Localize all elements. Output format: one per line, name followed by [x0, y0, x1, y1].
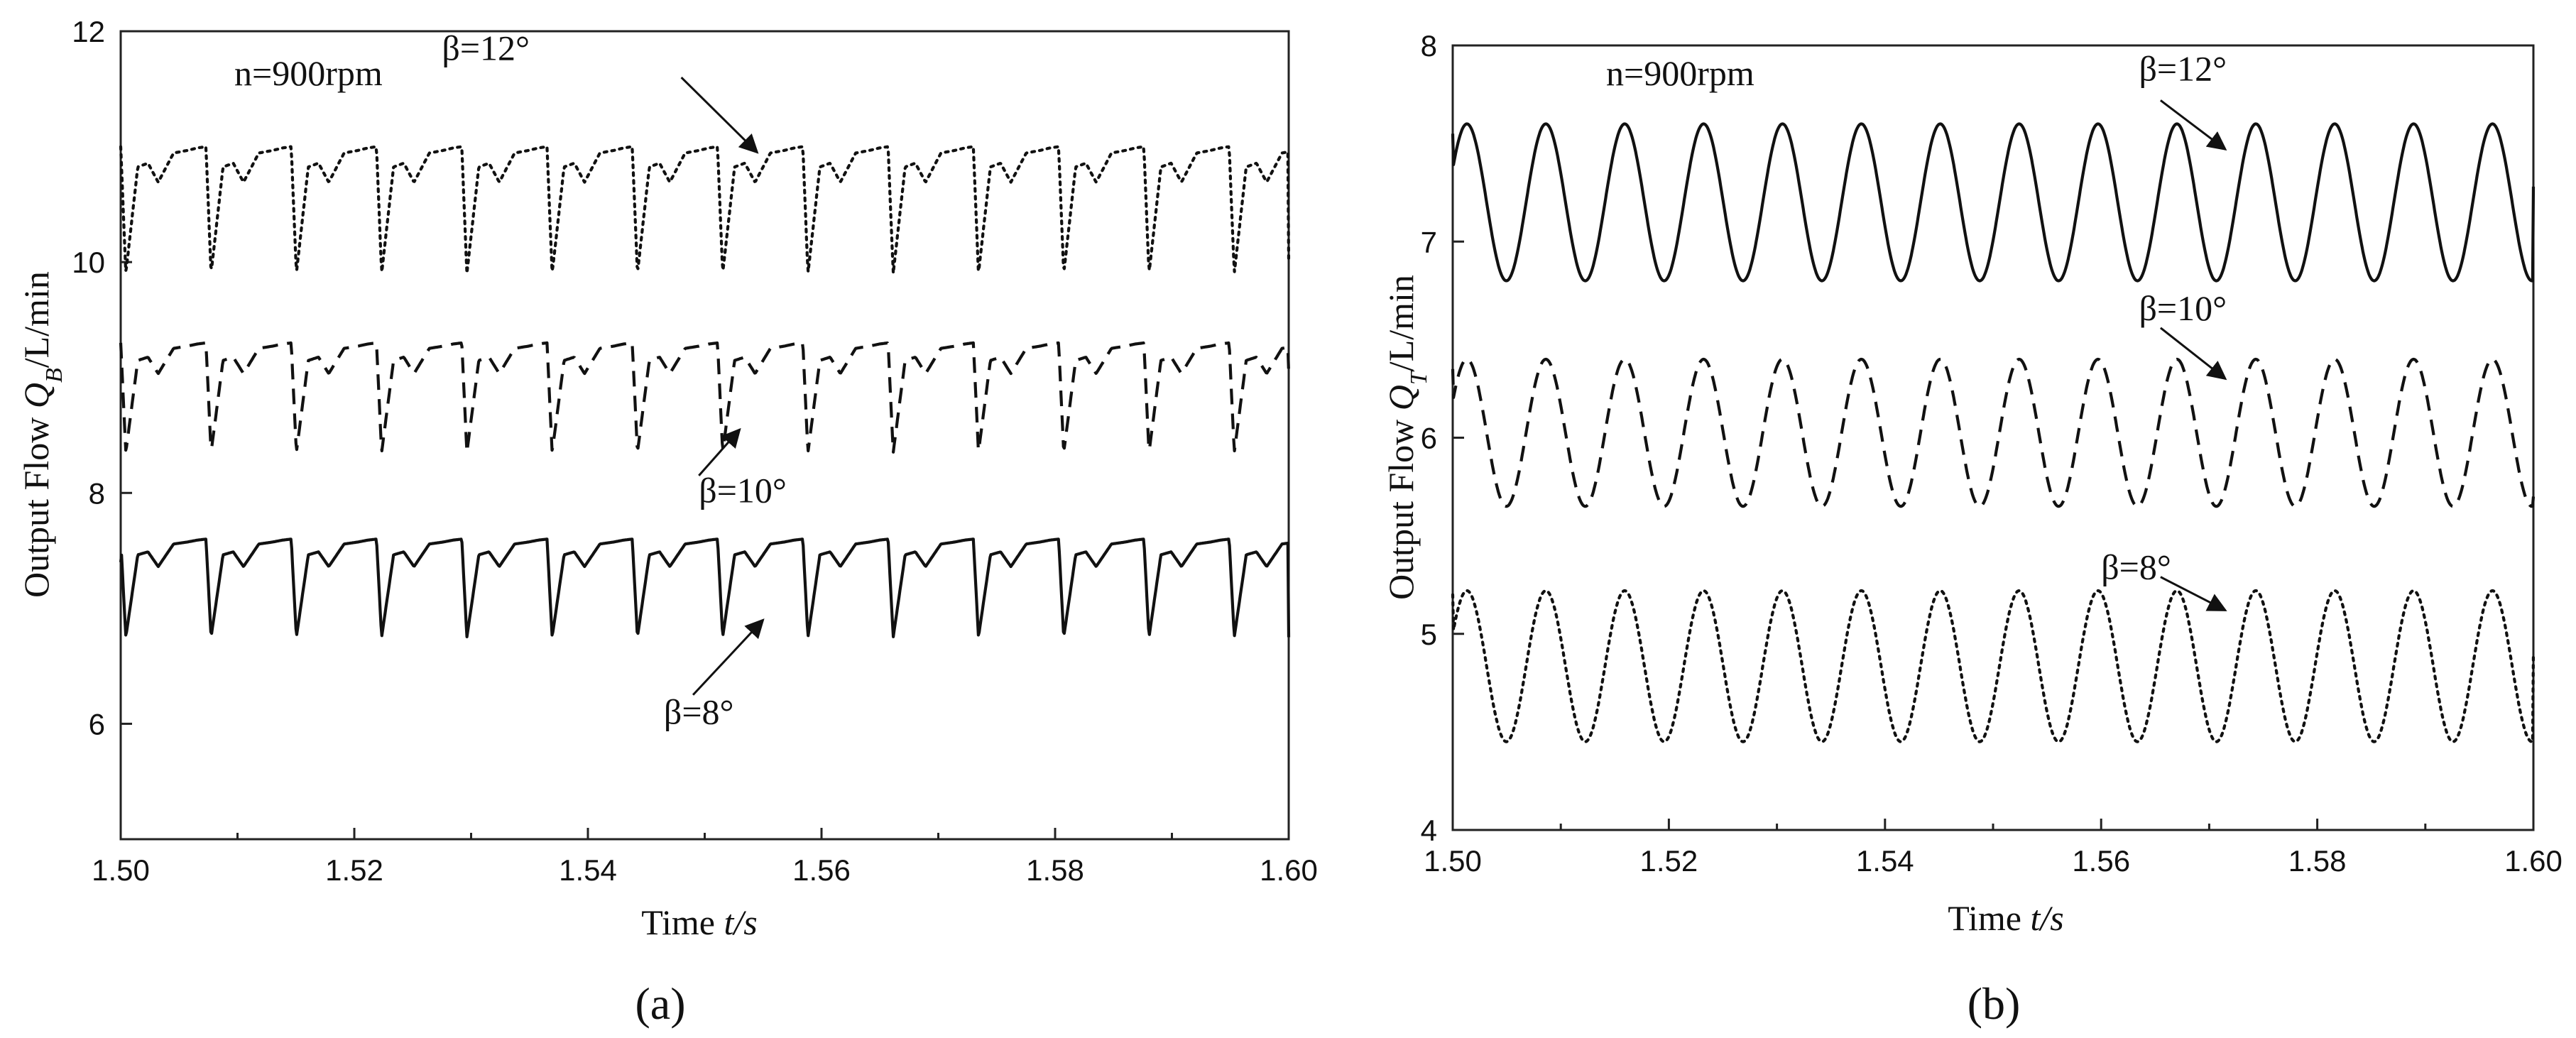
series-line-b-1 — [1451, 357, 2536, 508]
annotation-arrow — [2160, 99, 2227, 151]
x-axis-label-a: Time t/s — [641, 902, 758, 942]
series-annotation-label: β=8° — [664, 692, 734, 731]
x-tick-label: 1.54 — [559, 853, 617, 887]
ticks-a: 1.50 1.52 1.54 1.56 1.58 1.60 6 8 10 12 — [72, 15, 1318, 887]
annotation-arrow — [698, 427, 741, 476]
series-annotation-label: β=12° — [442, 28, 530, 68]
x-tick-label: 1.60 — [1260, 853, 1318, 887]
annotation-arrow — [692, 618, 765, 696]
annotation-arrow — [2159, 327, 2227, 381]
panel-caption-a: (a) — [635, 978, 685, 1029]
series-annotation-label: β=10° — [2139, 288, 2227, 328]
series-annotation-label: β=12° — [2139, 49, 2227, 89]
y-axis-label-unit-b: /L/min — [1381, 275, 1421, 371]
series-line-b-0 — [1451, 122, 2536, 283]
series-line-b-2 — [1451, 589, 2536, 743]
x-tick-label: 1.50 — [92, 853, 150, 887]
y-axis-label-main-a: Output Flow — [16, 408, 56, 598]
annotation-arrow — [680, 76, 759, 154]
chart-panel-b: 1.50 1.52 1.54 1.56 1.58 1.60 4 5 6 7 8 n=900rpm β… — [1381, 29, 2563, 1029]
y-tick-label: 10 — [72, 246, 105, 279]
y-tick-label: 5 — [1421, 618, 1437, 651]
ticks-b: 1.50 1.52 1.54 1.56 1.58 1.60 4 5 6 7 8 — [1421, 29, 2563, 878]
y-axis-label-main-b: Output Flow — [1381, 410, 1421, 600]
x-tick-label: 1.56 — [792, 853, 851, 887]
x-tick-label: 1.58 — [1026, 853, 1084, 887]
y-axis-label-q-a: Q — [16, 383, 56, 408]
x-tick-label: 1.60 — [2504, 844, 2563, 878]
panel-caption-b: (b) — [1968, 978, 2021, 1029]
series-line-a-0 — [119, 145, 1291, 275]
y-tick-label: 8 — [89, 476, 105, 510]
series-group-b — [1451, 122, 2536, 743]
x-tick-label: 1.58 — [2288, 844, 2347, 878]
y-axis-label-a: Output Flow QB/L/min — [16, 271, 67, 598]
series-line-a-2 — [119, 537, 1291, 639]
annotations-a: β=12° β=10° β=8° — [442, 28, 787, 732]
y-axis-label-unit-a: /L/min — [16, 271, 56, 368]
y-tick-label: 8 — [1421, 29, 1437, 62]
series-annotation-label: β=8° — [2101, 547, 2171, 586]
y-axis-label-b: Output Flow QT/L/min — [1381, 275, 1432, 600]
y-tick-label: 4 — [1421, 814, 1437, 847]
x-tick-label: 1.52 — [1640, 844, 1698, 878]
series-annotation-label: β=10° — [699, 470, 787, 510]
x-tick-label: 1.50 — [1424, 844, 1482, 878]
series-line-a-1 — [119, 341, 1291, 454]
x-tick-label: 1.52 — [325, 853, 383, 887]
speed-label-b: n=900rpm — [1606, 53, 1754, 93]
annotations-b: β=12° β=10° β=8° — [2101, 49, 2227, 611]
x-axis-label-var-a: t/s — [724, 902, 758, 942]
y-axis-label-sub-a: B — [41, 368, 67, 383]
y-axis-label-sub-b: T — [1406, 370, 1432, 385]
y-tick-label: 7 — [1421, 225, 1437, 258]
x-axis-label-main-a: Time — [641, 902, 724, 942]
y-tick-label: 12 — [72, 15, 105, 48]
x-axis-label-main-b: Time — [1948, 898, 2030, 938]
speed-label-a: n=900rpm — [234, 53, 383, 93]
x-tick-label: 1.56 — [2072, 844, 2130, 878]
series-group-a — [119, 145, 1291, 639]
x-axis-label-b: Time t/s — [1948, 898, 2064, 938]
annotation-arrow — [2160, 576, 2227, 611]
y-axis-label-q-b: Q — [1381, 385, 1421, 410]
y-tick-label: 6 — [89, 707, 105, 741]
y-tick-label: 6 — [1421, 422, 1437, 455]
plot-frame-b — [1451, 44, 2535, 831]
x-tick-label: 1.54 — [1856, 844, 1914, 878]
x-axis-label-var-b: t/s — [2031, 898, 2064, 938]
